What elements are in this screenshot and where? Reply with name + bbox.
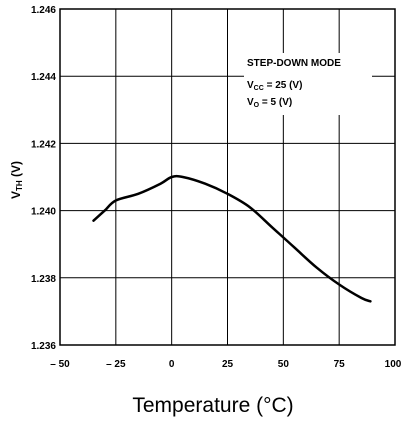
x-tick-label: 100 bbox=[385, 359, 402, 370]
y-tick-labels: 1.236 1.238 1.240 1.242 1.244 1.246 bbox=[31, 5, 56, 352]
y-tick-label: 1.240 bbox=[31, 207, 56, 218]
x-tick-label: 25 bbox=[222, 359, 234, 370]
y-tick-label: 1.238 bbox=[31, 274, 56, 285]
y-tick-label: 1.246 bbox=[31, 5, 56, 16]
x-tick-label: 50 bbox=[278, 359, 290, 370]
x-tick-label: 0 bbox=[169, 359, 175, 370]
y-tick-label: 1.242 bbox=[31, 139, 56, 150]
y-axis-label: VTH (V) bbox=[9, 161, 24, 199]
x-tick-label: – 50 bbox=[50, 359, 70, 370]
plot-frame bbox=[59, 8, 396, 346]
y-tick-label: 1.236 bbox=[31, 341, 56, 352]
annotation-vcc: VCC = 25 (V) bbox=[247, 80, 302, 92]
series-line bbox=[92, 174, 372, 303]
annotation-mode: STEP-DOWN MODE bbox=[247, 58, 341, 69]
x-tick-label: – 25 bbox=[106, 359, 126, 370]
annotation-background bbox=[244, 53, 372, 115]
annotation-vo: VO = 5 (V) bbox=[247, 97, 292, 109]
x-axis-label: Temperature (°C) bbox=[132, 394, 293, 417]
x-tick-labels: – 50 – 25 0 25 50 75 100 bbox=[50, 359, 402, 370]
x-tick-label: 75 bbox=[334, 359, 346, 370]
y-tick-label: 1.244 bbox=[31, 72, 56, 83]
